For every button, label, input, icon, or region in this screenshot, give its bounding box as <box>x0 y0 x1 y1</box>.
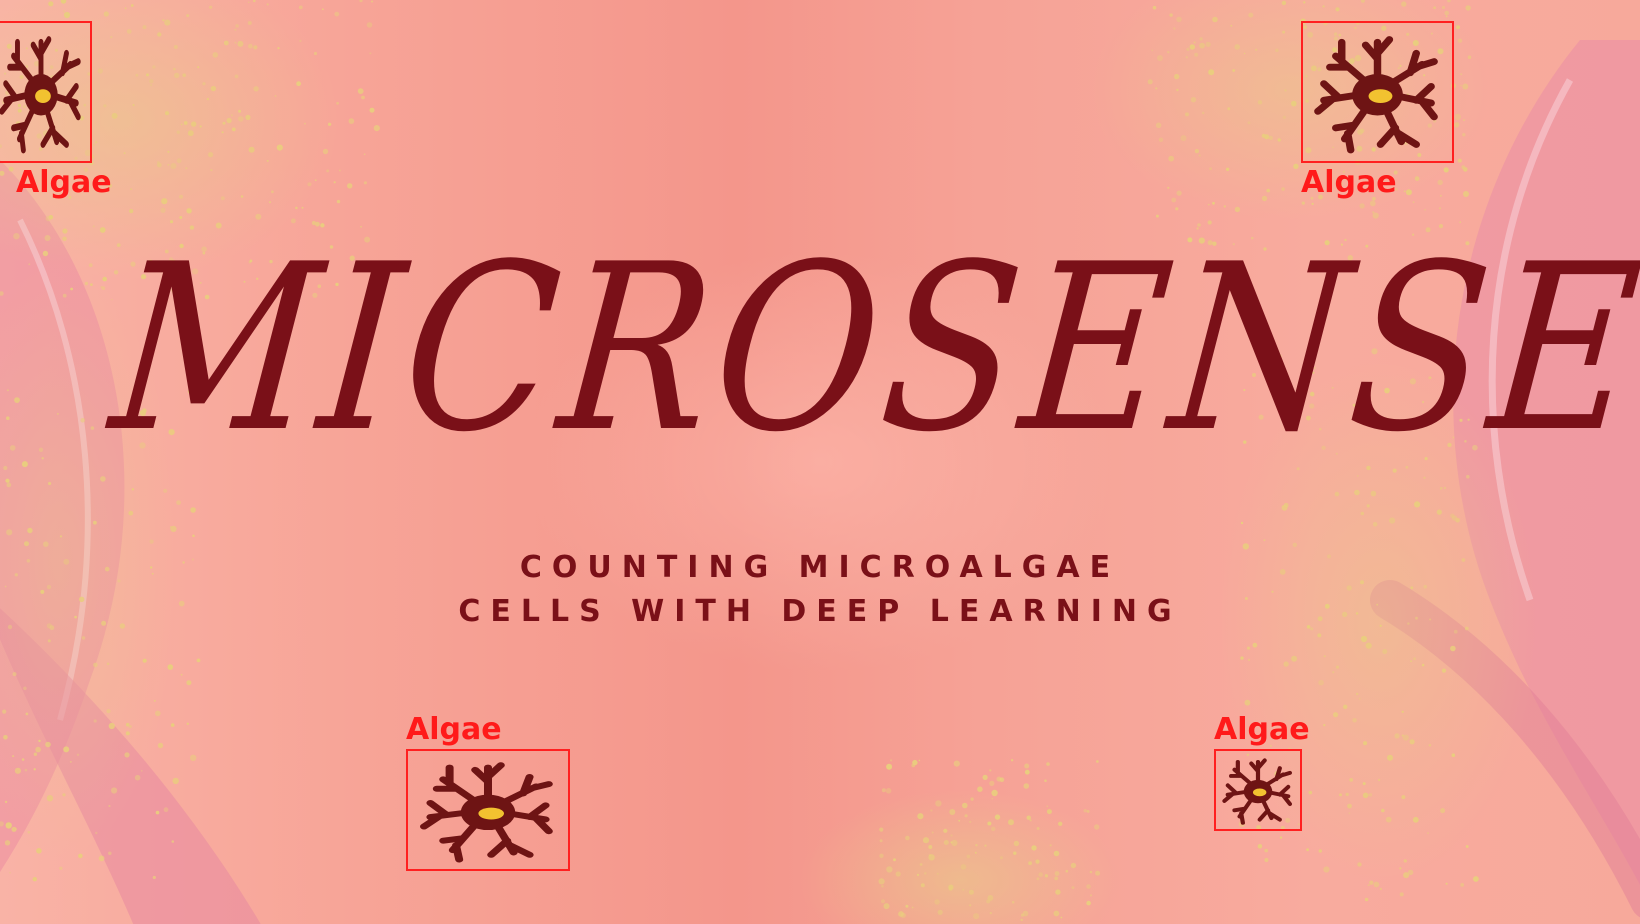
detection-box-bottom-left <box>406 749 570 871</box>
algae-cell-icon <box>408 751 568 869</box>
detection-box-top-left <box>0 21 92 163</box>
page-title: MICROSENSE <box>102 216 1640 483</box>
detection-label: Algae <box>406 712 502 747</box>
algae-cell-icon <box>0 23 90 161</box>
detection-box-bottom-right <box>1214 749 1302 831</box>
detection-box-top-right <box>1301 21 1454 163</box>
detection-label: Algae <box>1301 165 1397 200</box>
subtitle-line-1: COUNTING MICROALGAE <box>519 550 1121 585</box>
algae-cell-icon <box>1216 751 1300 829</box>
subtitle-line-2: CELLS WITH DEEP LEARNING <box>458 594 1182 629</box>
detection-label: Algae <box>1214 712 1310 747</box>
algae-cell-icon <box>1303 23 1452 161</box>
detection-label: Algae <box>16 165 112 200</box>
subtitle: COUNTING MICROALGAE CELLS WITH DEEP LEAR… <box>0 546 1640 634</box>
